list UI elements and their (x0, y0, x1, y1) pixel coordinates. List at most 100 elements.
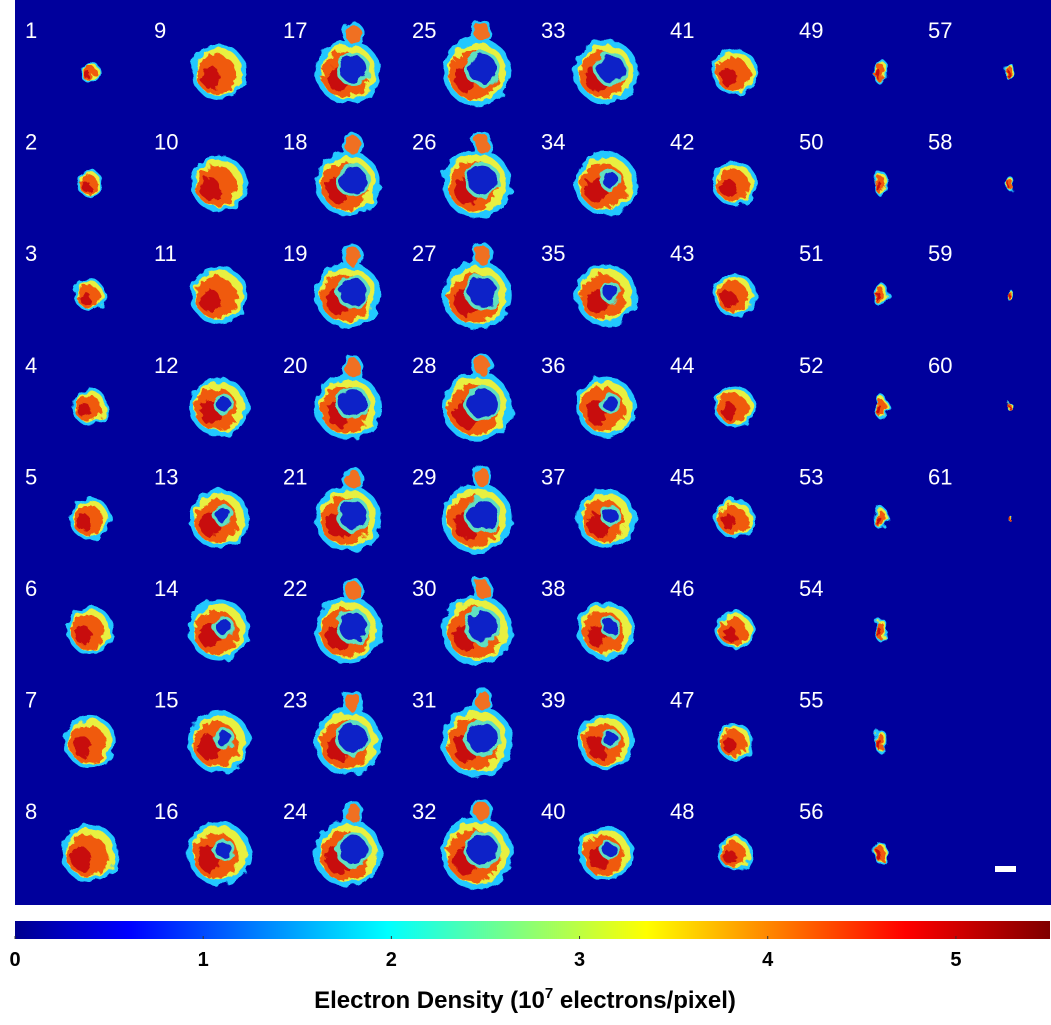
cell-dense (876, 516, 881, 526)
cell-void (216, 397, 231, 412)
cell-slice (577, 489, 636, 548)
panel-label: 32 (412, 799, 436, 824)
panel-label: 7 (25, 688, 37, 713)
cell-void (339, 613, 367, 641)
panel-label: 42 (670, 130, 694, 155)
panel-label: 20 (283, 353, 307, 378)
panel-label: 45 (670, 464, 694, 489)
colorbar-tick-label: 4 (762, 949, 774, 971)
panel-label: 52 (799, 353, 823, 378)
panel-label: 13 (154, 464, 178, 489)
cell-void (216, 508, 231, 523)
cell-slice (190, 377, 249, 436)
panel-label: 29 (412, 464, 436, 489)
cell-slice (191, 155, 247, 211)
panel-label: 1 (25, 18, 37, 43)
cell-slice (576, 377, 636, 437)
panel-label: 16 (154, 799, 178, 824)
cell-slice (717, 723, 754, 760)
cell-dense (876, 404, 881, 414)
panel-label: 26 (412, 130, 436, 155)
panel-label: 56 (799, 799, 823, 824)
cell-neck (473, 132, 491, 154)
panel-label: 12 (154, 353, 178, 378)
cell-slice (874, 842, 888, 865)
cell-void (467, 612, 497, 642)
cell-neck (344, 468, 362, 490)
cell-dense (75, 625, 92, 644)
cell-void (216, 619, 231, 634)
cell-neck (344, 580, 362, 602)
cell-slice (64, 715, 116, 767)
cell-dense (721, 403, 736, 420)
cell-void (468, 166, 497, 195)
cell-neck (344, 802, 362, 824)
cell-void (339, 55, 366, 82)
cell-slice (66, 606, 113, 653)
cell-dense (723, 738, 736, 753)
panel-label: 35 (541, 241, 565, 266)
cell-void (339, 167, 366, 194)
panel-label: 59 (928, 241, 952, 266)
cell-slice (189, 488, 249, 548)
cell-dense (200, 289, 220, 312)
cell-dense (1007, 70, 1011, 77)
panel-label: 2 (25, 130, 37, 155)
colorbar-tick-label: 5 (950, 949, 961, 971)
cell-slice (715, 498, 755, 538)
panel-label: 50 (799, 130, 823, 155)
cell-slice (874, 395, 889, 419)
colorbar-tick-label: 2 (386, 949, 397, 971)
panel-label: 21 (283, 464, 307, 489)
cell-neck (344, 357, 362, 379)
cell-slice (191, 44, 246, 99)
cell-slice (717, 836, 752, 871)
cell-slice (874, 618, 888, 642)
cell-slice (74, 279, 106, 311)
panel-label: 14 (154, 576, 178, 601)
panel-label: 8 (25, 799, 37, 824)
cell-void (467, 723, 497, 753)
cell-slice (72, 388, 109, 425)
panel-label: 57 (928, 18, 952, 43)
panel-label: 10 (154, 130, 178, 155)
panel-label: 30 (412, 576, 436, 601)
cell-dense (720, 67, 736, 86)
panel-label: 53 (799, 464, 823, 489)
panel-label: 49 (799, 18, 823, 43)
cell-dense (724, 850, 736, 864)
cell-dense (876, 628, 881, 637)
cell-void (603, 396, 618, 411)
cell-void (468, 389, 497, 418)
panel-label: 9 (154, 18, 166, 43)
cell-neck (473, 800, 491, 822)
cell-slice (577, 601, 635, 659)
cell-slice (187, 821, 251, 885)
panel-label: 48 (670, 799, 694, 824)
cell-slice (1008, 515, 1012, 521)
panel-label: 25 (412, 18, 436, 43)
cell-slice (69, 497, 111, 539)
cell-void (603, 844, 617, 858)
cell-dense (201, 178, 221, 201)
panel-label: 23 (283, 688, 307, 713)
colorbar-tick-label: 1 (198, 949, 209, 971)
cell-slice (188, 599, 249, 660)
panel-label: 19 (283, 241, 307, 266)
panel-label: 3 (25, 241, 37, 266)
panel-label: 5 (25, 464, 37, 489)
cell-dense (80, 292, 91, 305)
cell-void (468, 54, 497, 83)
colorbar-label: Electron Density (107 electrons/pixel) (314, 985, 736, 1014)
panel-label: 4 (25, 353, 37, 378)
cell-void (339, 390, 367, 418)
cell-slice (578, 714, 634, 770)
cell-slice (579, 826, 634, 881)
cell-dense (877, 851, 882, 860)
cell-dense (876, 69, 881, 79)
panel-label: 37 (541, 464, 565, 489)
page: 1234567891011121314151617181920212223242… (0, 0, 1051, 1025)
cell-void (339, 501, 367, 529)
cell-dense (1008, 294, 1010, 299)
